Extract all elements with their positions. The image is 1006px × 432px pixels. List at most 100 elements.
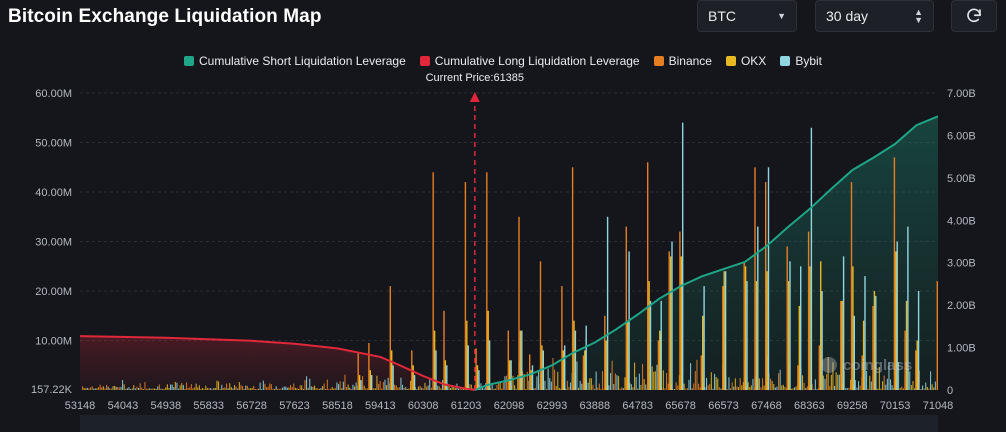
minor-bar xyxy=(272,388,274,390)
minor-bar xyxy=(899,388,901,390)
minor-bar xyxy=(866,371,868,390)
minor-bar xyxy=(558,387,560,390)
minor-bar xyxy=(154,388,156,390)
minor-bar xyxy=(715,376,717,390)
minor-bar xyxy=(693,383,695,390)
minor-bar xyxy=(728,377,730,390)
x-tick-label: 70153 xyxy=(880,400,911,412)
minor-bar xyxy=(152,388,154,390)
minor-bar xyxy=(339,381,341,390)
minor-bar xyxy=(794,387,796,390)
minor-bar xyxy=(144,382,146,390)
legend-item-binance[interactable]: Binance xyxy=(653,54,712,68)
refresh-button[interactable] xyxy=(951,0,997,32)
legend-item-bybit[interactable]: Bybit xyxy=(780,54,822,68)
minor-bar xyxy=(282,387,284,390)
minor-bar xyxy=(813,388,815,390)
minor-bar xyxy=(256,389,258,390)
minor-bar xyxy=(102,386,104,390)
minor-bar xyxy=(114,385,116,390)
minor-bar xyxy=(870,381,872,390)
minor-bar xyxy=(546,388,548,390)
minor-bar xyxy=(912,381,914,390)
minor-bar xyxy=(179,385,181,390)
minor-bar xyxy=(547,368,549,390)
minor-bar xyxy=(170,384,172,390)
minor-bar xyxy=(253,385,255,390)
bar-binance xyxy=(893,157,896,390)
x-tick-label: 56728 xyxy=(236,400,267,412)
minor-bar xyxy=(248,388,250,390)
minor-bar xyxy=(846,388,848,390)
minor-bar xyxy=(442,380,444,390)
minor-bar xyxy=(422,388,424,390)
minor-bar xyxy=(283,386,285,390)
bar-binance xyxy=(786,246,788,390)
minor-bar xyxy=(429,379,431,390)
y-right-tick-label: 7.00B xyxy=(947,88,976,100)
minor-bar xyxy=(651,366,653,390)
bar-binance xyxy=(582,355,585,390)
bar-bybit xyxy=(371,375,373,390)
minor-bar xyxy=(611,360,613,390)
minor-bar xyxy=(269,383,271,390)
bar-okx xyxy=(648,281,650,390)
minor-bar xyxy=(782,384,784,390)
minor-bar xyxy=(552,358,554,390)
minor-bar xyxy=(242,386,244,390)
minor-bar xyxy=(419,385,421,390)
minor-bar xyxy=(157,386,159,390)
minor-bar xyxy=(683,383,685,390)
bar-bybit xyxy=(875,295,877,390)
minor-bar xyxy=(514,385,516,390)
coin-select[interactable]: BTC ▼ xyxy=(697,0,797,32)
minor-bar xyxy=(733,386,735,390)
minor-bar xyxy=(528,381,530,390)
legend-item-okx[interactable]: OKX xyxy=(725,54,766,68)
minor-bar xyxy=(618,376,620,390)
minor-bar xyxy=(275,386,277,390)
minor-bar xyxy=(373,388,375,390)
minor-bar xyxy=(802,375,804,390)
bar-okx xyxy=(755,281,758,390)
minor-bar xyxy=(506,375,508,390)
minor-bar xyxy=(470,384,472,390)
legend-swatch xyxy=(653,56,664,66)
minor-bar xyxy=(293,383,295,390)
minor-bar xyxy=(355,382,357,390)
minor-bar xyxy=(182,385,184,390)
period-select[interactable]: 30 day ▲ ▼ xyxy=(815,0,934,32)
bar-okx xyxy=(659,330,661,390)
minor-bar xyxy=(416,389,418,390)
minor-bar xyxy=(880,388,882,390)
minor-bar xyxy=(101,387,103,390)
minor-bar xyxy=(333,388,335,390)
minor-bar xyxy=(195,383,197,390)
bar-binance xyxy=(357,352,359,390)
minor-bar xyxy=(94,388,96,390)
minor-bar xyxy=(378,383,380,390)
minor-bar xyxy=(931,384,933,390)
bar-bybit xyxy=(467,345,469,390)
minor-bar xyxy=(522,371,524,390)
bar-bybit xyxy=(435,350,437,390)
minor-bar xyxy=(818,388,820,390)
minor-bar xyxy=(827,357,829,390)
minor-bar xyxy=(784,387,786,390)
minor-bar xyxy=(88,388,90,390)
bar-bybit xyxy=(649,300,652,390)
bar-bybit xyxy=(703,286,705,390)
y-right-tick-label: 6.00B xyxy=(947,130,976,142)
minor-bar xyxy=(642,363,644,390)
cumulative-long-line xyxy=(80,335,475,391)
legend-item-cumulative-short-liquidation-leverage[interactable]: Cumulative Short Liquidation Leverage xyxy=(183,54,406,68)
legend-item-cumulative-long-liquidation-leverage[interactable]: Cumulative Long Liquidation Leverage xyxy=(419,54,640,68)
minor-bar xyxy=(141,387,143,390)
minor-bar xyxy=(387,377,389,390)
minor-bar xyxy=(330,388,332,390)
cumulative-long-area xyxy=(80,336,475,390)
coinglass-logo-icon xyxy=(821,357,837,373)
minor-bar xyxy=(440,388,442,390)
bar-binance xyxy=(539,261,542,390)
minor-bar xyxy=(656,364,658,390)
